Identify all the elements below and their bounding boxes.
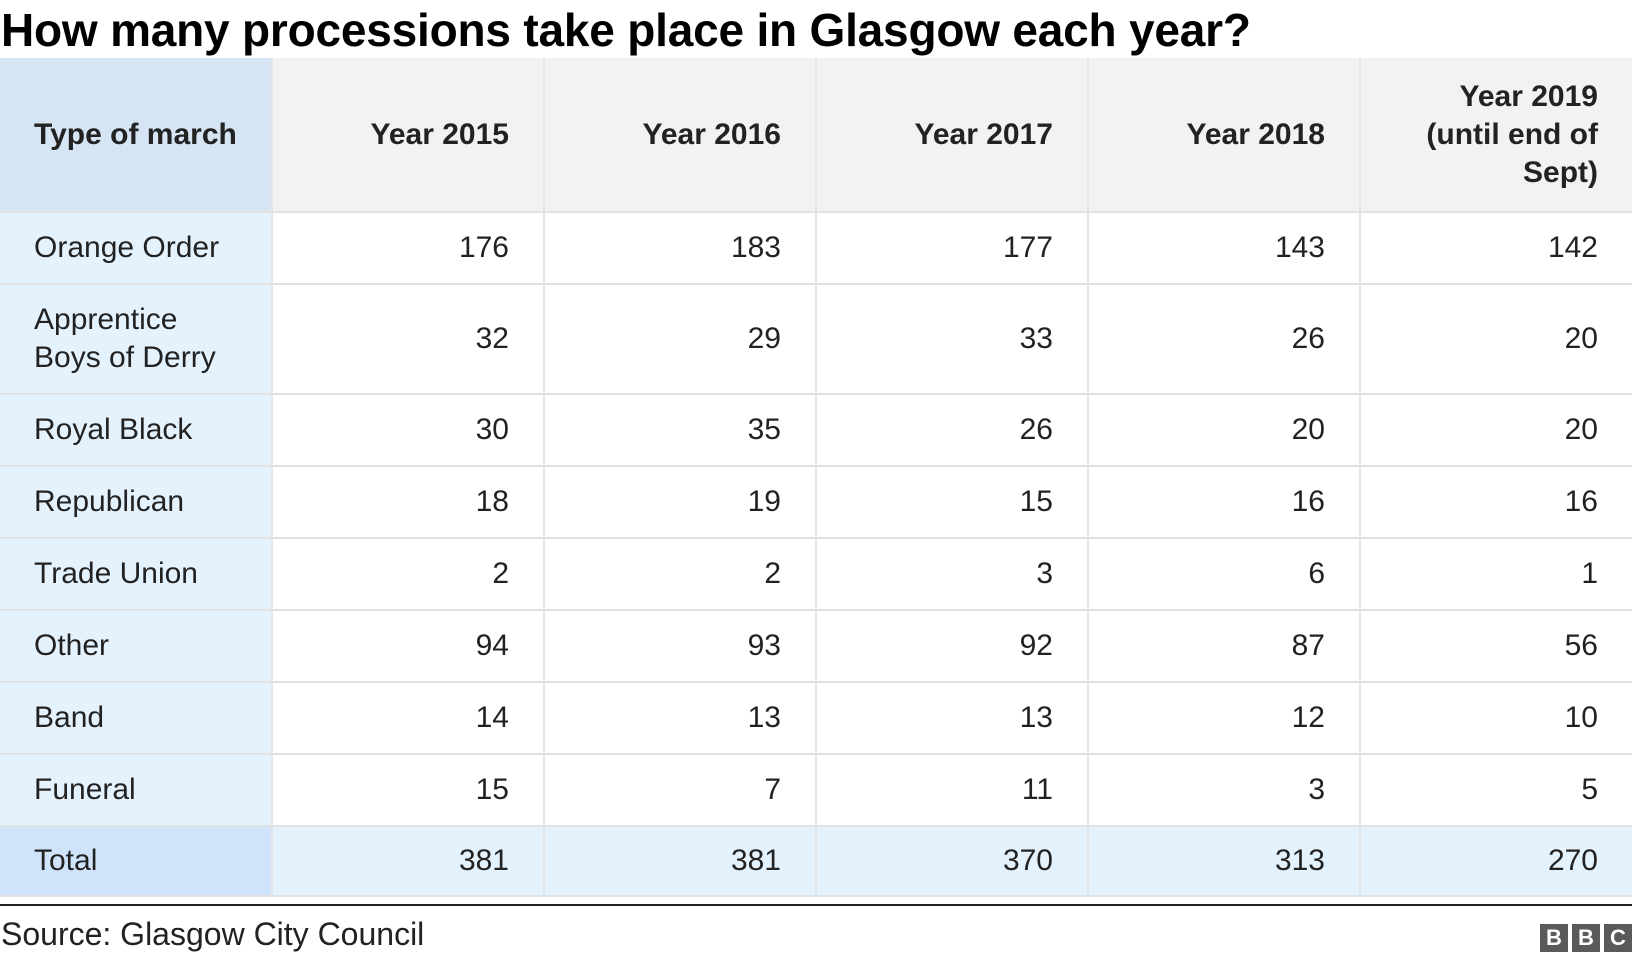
footer-divider <box>0 904 1632 906</box>
cell-value: 142 <box>1360 212 1632 285</box>
cell-value: 2 <box>544 538 817 611</box>
cell-value: 10 <box>1360 682 1632 755</box>
total-value: 313 <box>1088 826 1361 897</box>
cell-value: 2 <box>272 538 545 611</box>
cell-value: 29 <box>544 284 817 395</box>
cell-value: 35 <box>544 394 817 467</box>
row-label: Trade Union <box>0 538 273 611</box>
total-value: 270 <box>1360 826 1632 897</box>
cell-value: 56 <box>1360 610 1632 683</box>
cell-value: 15 <box>816 466 1089 539</box>
cell-value: 11 <box>816 754 1089 827</box>
header-year-2017: Year 2017 <box>816 58 1089 213</box>
cell-value: 176 <box>272 212 545 285</box>
bbc-logo-letter: B <box>1572 924 1600 952</box>
cell-value: 92 <box>816 610 1089 683</box>
cell-value: 143 <box>1088 212 1361 285</box>
cell-value: 33 <box>816 284 1089 395</box>
total-value: 370 <box>816 826 1089 897</box>
cell-value: 12 <box>1088 682 1361 755</box>
row-label: Royal Black <box>0 394 273 467</box>
cell-value: 15 <box>272 754 545 827</box>
cell-value: 19 <box>544 466 817 539</box>
cell-value: 177 <box>816 212 1089 285</box>
total-value: 381 <box>544 826 817 897</box>
processions-table: Type of march Year 2015 Year 2016 Year 2… <box>0 58 1632 897</box>
total-value: 381 <box>272 826 545 897</box>
table-row: Royal Black 30 35 26 20 20 <box>0 394 1632 467</box>
table-row: Other 94 93 92 87 56 <box>0 610 1632 683</box>
cell-value: 13 <box>544 682 817 755</box>
cell-value: 3 <box>816 538 1089 611</box>
cell-value: 26 <box>1088 284 1361 395</box>
table-body: Orange Order 176 183 177 143 142 Apprentice Bo… <box>0 212 1632 827</box>
table-row: Republican 18 19 15 16 16 <box>0 466 1632 539</box>
table-row: Orange Order 176 183 177 143 142 <box>0 212 1632 285</box>
row-label: Apprentice Boys of Derry <box>0 284 273 395</box>
total-label: Total <box>0 826 273 897</box>
bbc-logo: B B C <box>1540 924 1632 952</box>
table-row: Trade Union 2 2 3 6 1 <box>0 538 1632 611</box>
table-row: Funeral 15 7 11 3 5 <box>0 754 1632 827</box>
row-label: Band <box>0 682 273 755</box>
cell-value: 20 <box>1360 284 1632 395</box>
row-label: Funeral <box>0 754 273 827</box>
cell-value: 16 <box>1360 466 1632 539</box>
cell-value: 5 <box>1360 754 1632 827</box>
row-label: Other <box>0 610 273 683</box>
cell-value: 13 <box>816 682 1089 755</box>
row-label: Orange Order <box>0 212 273 285</box>
bbc-logo-letter: B <box>1540 924 1568 952</box>
row-label: Republican <box>0 466 273 539</box>
cell-value: 3 <box>1088 754 1361 827</box>
bbc-logo-letter: C <box>1604 924 1632 952</box>
table-row: Apprentice Boys of Derry 32 29 33 26 20 <box>0 284 1632 395</box>
header-year-2016: Year 2016 <box>544 58 817 213</box>
cell-value: 6 <box>1088 538 1361 611</box>
cell-value: 94 <box>272 610 545 683</box>
cell-value: 16 <box>1088 466 1361 539</box>
cell-value: 93 <box>544 610 817 683</box>
cell-value: 26 <box>816 394 1089 467</box>
chart-title: How many processions take place in Glasg… <box>1 4 1251 56</box>
cell-value: 87 <box>1088 610 1361 683</box>
cell-value: 14 <box>272 682 545 755</box>
cell-value: 18 <box>272 466 545 539</box>
cell-value: 183 <box>544 212 817 285</box>
header-type-of-march: Type of march <box>0 58 273 213</box>
cell-value: 1 <box>1360 538 1632 611</box>
header-year-2015: Year 2015 <box>272 58 545 213</box>
cell-value: 20 <box>1360 394 1632 467</box>
cell-value: 32 <box>272 284 545 395</box>
cell-value: 30 <box>272 394 545 467</box>
cell-value: 7 <box>544 754 817 827</box>
source-note: Source: Glasgow City Council <box>1 916 425 952</box>
table-row: Band 14 13 13 12 10 <box>0 682 1632 755</box>
header-year-2018: Year 2018 <box>1088 58 1361 213</box>
cell-value: 20 <box>1088 394 1361 467</box>
header-row: Type of march Year 2015 Year 2016 Year 2… <box>0 58 1632 213</box>
total-row: Total 381 381 370 313 270 <box>0 826 1632 897</box>
header-year-2019: Year 2019 (until end of Sept) <box>1360 58 1632 213</box>
